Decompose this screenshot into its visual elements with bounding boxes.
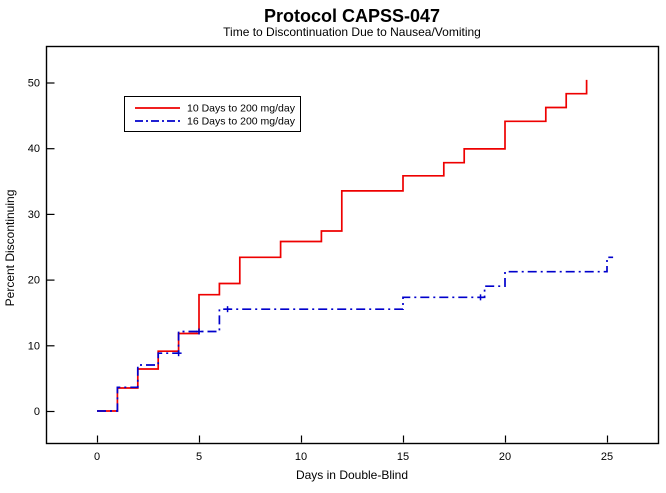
y-tick-label: 40 — [28, 143, 40, 155]
legend-label-series-0: 10 Days to 200 mg/day — [187, 103, 296, 115]
plot-area: 0 5 10 15 20 25 0 10 20 30 40 50 — [28, 45, 660, 463]
x-tick-label: 0 — [94, 451, 100, 463]
y-tick-label: 20 — [28, 275, 40, 287]
chart-title: Protocol CAPSS-047 — [264, 6, 440, 26]
legend-label-series-1: 16 Days to 200 mg/day — [187, 116, 296, 128]
series-line-1 — [97, 256, 614, 412]
legend-frame — [124, 96, 301, 132]
x-tick-label: 5 — [196, 451, 202, 463]
y-tick-label: 30 — [28, 209, 40, 221]
y-tick-label: 10 — [28, 340, 40, 352]
x-tick-label: 20 — [499, 451, 511, 463]
x-tick-label: 25 — [601, 451, 613, 463]
x-tick-label: 10 — [295, 451, 307, 463]
x-axis-title: Days in Double-Blind — [296, 468, 408, 482]
y-tick-label: 0 — [34, 406, 40, 418]
y-axis-title: Percent Discontinuing — [3, 190, 17, 307]
legend-box: 10 Days to 200 mg/day 16 Days to 200 mg/… — [124, 96, 301, 132]
x-tick-label: 15 — [397, 451, 409, 463]
plot-frame — [45, 45, 660, 445]
y-tick-label: 50 — [28, 78, 40, 90]
chart-subtitle: Time to Discontinuation Due to Nausea/Vo… — [223, 25, 481, 39]
